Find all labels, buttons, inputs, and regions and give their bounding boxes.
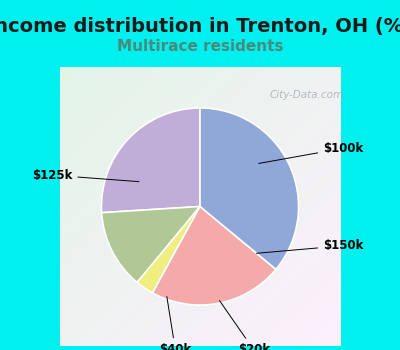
- Wedge shape: [102, 108, 200, 213]
- Text: $40k: $40k: [159, 296, 192, 350]
- Wedge shape: [152, 206, 276, 305]
- Text: $125k: $125k: [32, 169, 139, 182]
- Text: Multirace residents: Multirace residents: [117, 39, 283, 54]
- Text: City-Data.com: City-Data.com: [269, 90, 344, 99]
- Text: $100k: $100k: [259, 142, 364, 163]
- Text: $20k: $20k: [220, 301, 270, 350]
- Text: $150k: $150k: [256, 239, 364, 253]
- Text: Income distribution in Trenton, OH (%): Income distribution in Trenton, OH (%): [0, 17, 400, 36]
- Wedge shape: [137, 206, 200, 293]
- Wedge shape: [200, 108, 298, 269]
- Wedge shape: [102, 206, 200, 282]
